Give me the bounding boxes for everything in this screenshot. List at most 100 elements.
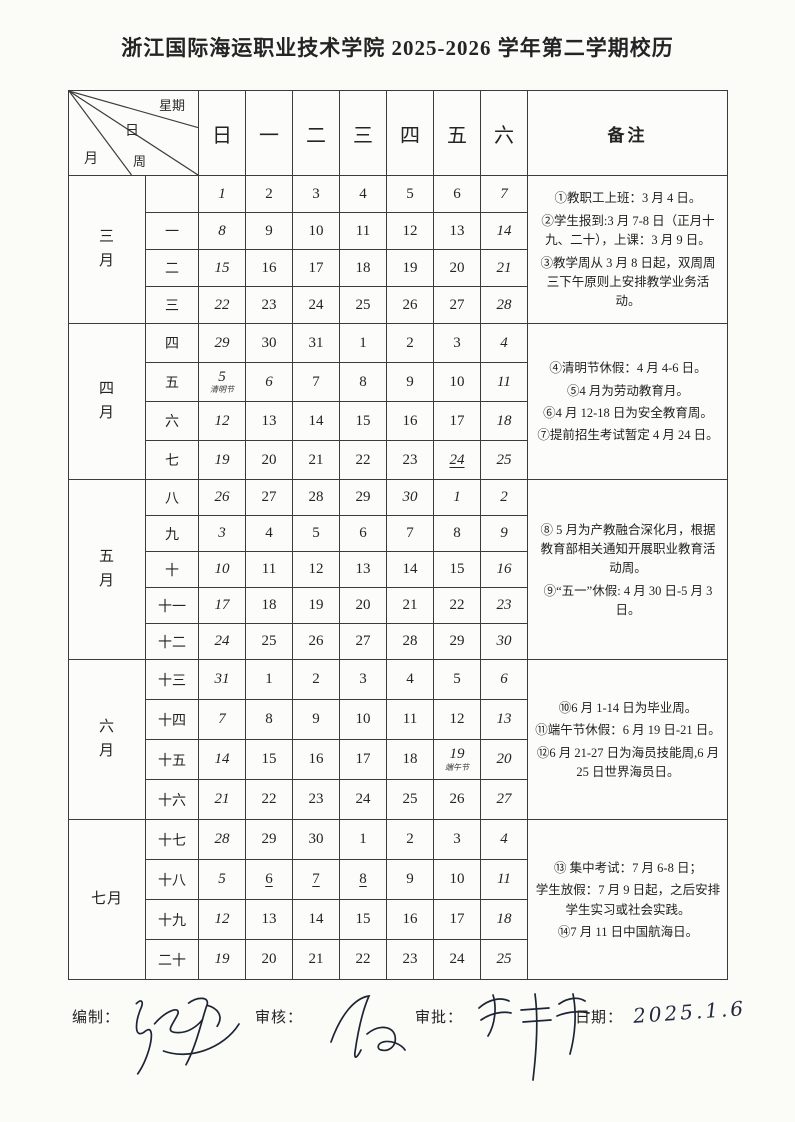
day-cell: 21 bbox=[292, 440, 340, 480]
week-number-cell: 八 bbox=[145, 479, 199, 516]
day-cell: 20 bbox=[433, 249, 481, 287]
day-cell: 20 bbox=[245, 939, 293, 980]
day-cell: 24 bbox=[198, 623, 246, 660]
remark-line: 学生放假：7 月 9 日起，之后安排学生实习或社会实践。 bbox=[535, 883, 721, 917]
day-header: 一 bbox=[245, 90, 293, 176]
day-cell: 13 bbox=[245, 401, 293, 441]
day-cell: 12 bbox=[386, 212, 434, 250]
remark-line: ⑨“五一”休假: 4 月 30 日-5 月 3 日。 bbox=[543, 583, 713, 618]
week-row: 六月十三 31 1 2 3 4 5 6 ⑩6 月 1-14 日为毕业周。 ⑪端午节休假：6 月 1… bbox=[68, 659, 728, 820]
day-cell: 5 bbox=[292, 515, 340, 552]
day-cell: 28 bbox=[198, 819, 246, 860]
day-cell: 13 bbox=[339, 551, 387, 588]
day-cell: 21 bbox=[480, 249, 528, 287]
day-cell: 31 bbox=[198, 659, 246, 700]
week-row: 十二 24 25 26 27 28 29 30 bbox=[69, 623, 728, 660]
day-cell: 9 bbox=[245, 212, 293, 250]
day-header: 四 bbox=[386, 90, 434, 176]
week-row: 十八 5 6 7 8 9 10 11 bbox=[69, 859, 728, 900]
day-cell: 18 bbox=[245, 587, 293, 624]
day-cell: 6 bbox=[480, 659, 528, 700]
day-cell: 19 bbox=[198, 939, 246, 980]
week-number-cell: 十一 bbox=[145, 587, 199, 624]
day-cell: 12 bbox=[292, 551, 340, 588]
day-header: 日 bbox=[198, 90, 246, 176]
day-cell: 13 bbox=[245, 899, 293, 940]
day-cell: 15 bbox=[339, 899, 387, 940]
day-cell: 4 bbox=[339, 175, 387, 213]
day-cell: 15 bbox=[433, 551, 481, 588]
week-row: 十一 17 18 19 20 21 22 23 bbox=[69, 587, 728, 624]
week-row: 三 22 23 24 25 26 27 28 bbox=[69, 286, 728, 324]
day-cell: 24 bbox=[339, 779, 387, 820]
day-cell: 8 bbox=[198, 212, 246, 250]
day-cell: 16 bbox=[245, 249, 293, 287]
day-cell: 2 bbox=[245, 175, 293, 213]
day-cell: 27 bbox=[480, 779, 528, 820]
month-cell: 六月 bbox=[68, 659, 146, 820]
approval-label: 审批： bbox=[415, 1010, 464, 1026]
day-cell: 12 bbox=[198, 899, 246, 940]
day-cell: 3 bbox=[433, 819, 481, 860]
approval-signature bbox=[478, 993, 590, 1081]
day-cell: 1 bbox=[198, 175, 246, 213]
day-cell: 1 bbox=[339, 323, 387, 363]
day-cell: 29 bbox=[245, 819, 293, 860]
day-cell: 21 bbox=[292, 939, 340, 980]
week-number-cell: 十九 bbox=[145, 899, 199, 940]
day-cell: 12 bbox=[433, 699, 481, 740]
day-cell: 3 bbox=[198, 515, 246, 552]
day-cell: 22 bbox=[245, 779, 293, 820]
day-cell: 10 bbox=[292, 212, 340, 250]
day-cell: 5 bbox=[198, 859, 246, 900]
week-number-cell bbox=[145, 175, 199, 213]
day-cell: 14 bbox=[292, 401, 340, 441]
day-cell: 4 bbox=[480, 323, 528, 363]
prepared-by-signature bbox=[135, 997, 240, 1075]
day-number: 19 bbox=[449, 746, 465, 763]
day-cell: 24 bbox=[292, 286, 340, 324]
remark-line: ⑩6 月 1-14 日为毕业周。 bbox=[558, 700, 698, 715]
day-cell: 22 bbox=[198, 286, 246, 324]
day-cell: 1 bbox=[433, 479, 481, 516]
day-cell: 10 bbox=[433, 362, 481, 402]
day-cell: 7 bbox=[292, 362, 340, 402]
day-cell: 24 bbox=[433, 939, 481, 980]
month-cell: 七月 bbox=[68, 819, 146, 980]
remark-line: ⑫6 月 21-27 日为海员技能周,6 月 25 日世界海员日。 bbox=[536, 745, 720, 779]
day-header: 六 bbox=[480, 90, 528, 176]
month-cell: 五月 bbox=[68, 479, 146, 660]
remarks-cell: ⑬ 集中考试：7 月 6-8 日； 学生放假：7 月 9 日起，之后安排学生实习或… bbox=[527, 819, 728, 980]
corner-zhou-label: 周 bbox=[133, 154, 147, 169]
day-cell: 8 bbox=[433, 515, 481, 552]
day-cell: 26 bbox=[433, 779, 481, 820]
day-cell: 3 bbox=[339, 659, 387, 700]
day-cell: 19 bbox=[198, 440, 246, 480]
day-cell: 19 bbox=[292, 587, 340, 624]
week-number-cell: 十 bbox=[145, 551, 199, 588]
review-signature bbox=[330, 994, 406, 1058]
day-cell: 9 bbox=[386, 859, 434, 900]
day-cell: 3 bbox=[292, 175, 340, 213]
day-header: 二 bbox=[292, 90, 340, 176]
remarks-cell: ⑩6 月 1-14 日为毕业周。 ⑪端午节休假：6 月 19 日-21 日。 ⑫6 … bbox=[527, 659, 728, 820]
day-cell: 2 bbox=[480, 479, 528, 516]
remarks-cell: ④清明节休假：4 月 4-6 日。 ⑤4 月为劳动教育月。 ⑥4 月 12-18 日… bbox=[527, 323, 728, 480]
day-cell: 26 bbox=[292, 623, 340, 660]
week-number-cell: 一 bbox=[145, 212, 199, 250]
day-cell: 6 bbox=[433, 175, 481, 213]
day-cell: 22 bbox=[339, 939, 387, 980]
day-cell: 5 bbox=[386, 175, 434, 213]
day-cell: 7 bbox=[198, 699, 246, 740]
day-cell: 20 bbox=[245, 440, 293, 480]
week-row: 十六 21 22 23 24 25 26 27 bbox=[69, 779, 728, 820]
day-cell: 6 bbox=[245, 362, 293, 402]
day-cell: 5 清明节 bbox=[198, 362, 246, 402]
day-cell: 23 bbox=[292, 779, 340, 820]
day-cell: 21 bbox=[198, 779, 246, 820]
day-cell: 11 bbox=[245, 551, 293, 588]
day-cell: 2 bbox=[386, 323, 434, 363]
week-number-cell: 七 bbox=[145, 440, 199, 480]
day-cell: 15 bbox=[339, 401, 387, 441]
week-row: 十九 12 13 14 15 16 17 18 bbox=[69, 899, 728, 940]
